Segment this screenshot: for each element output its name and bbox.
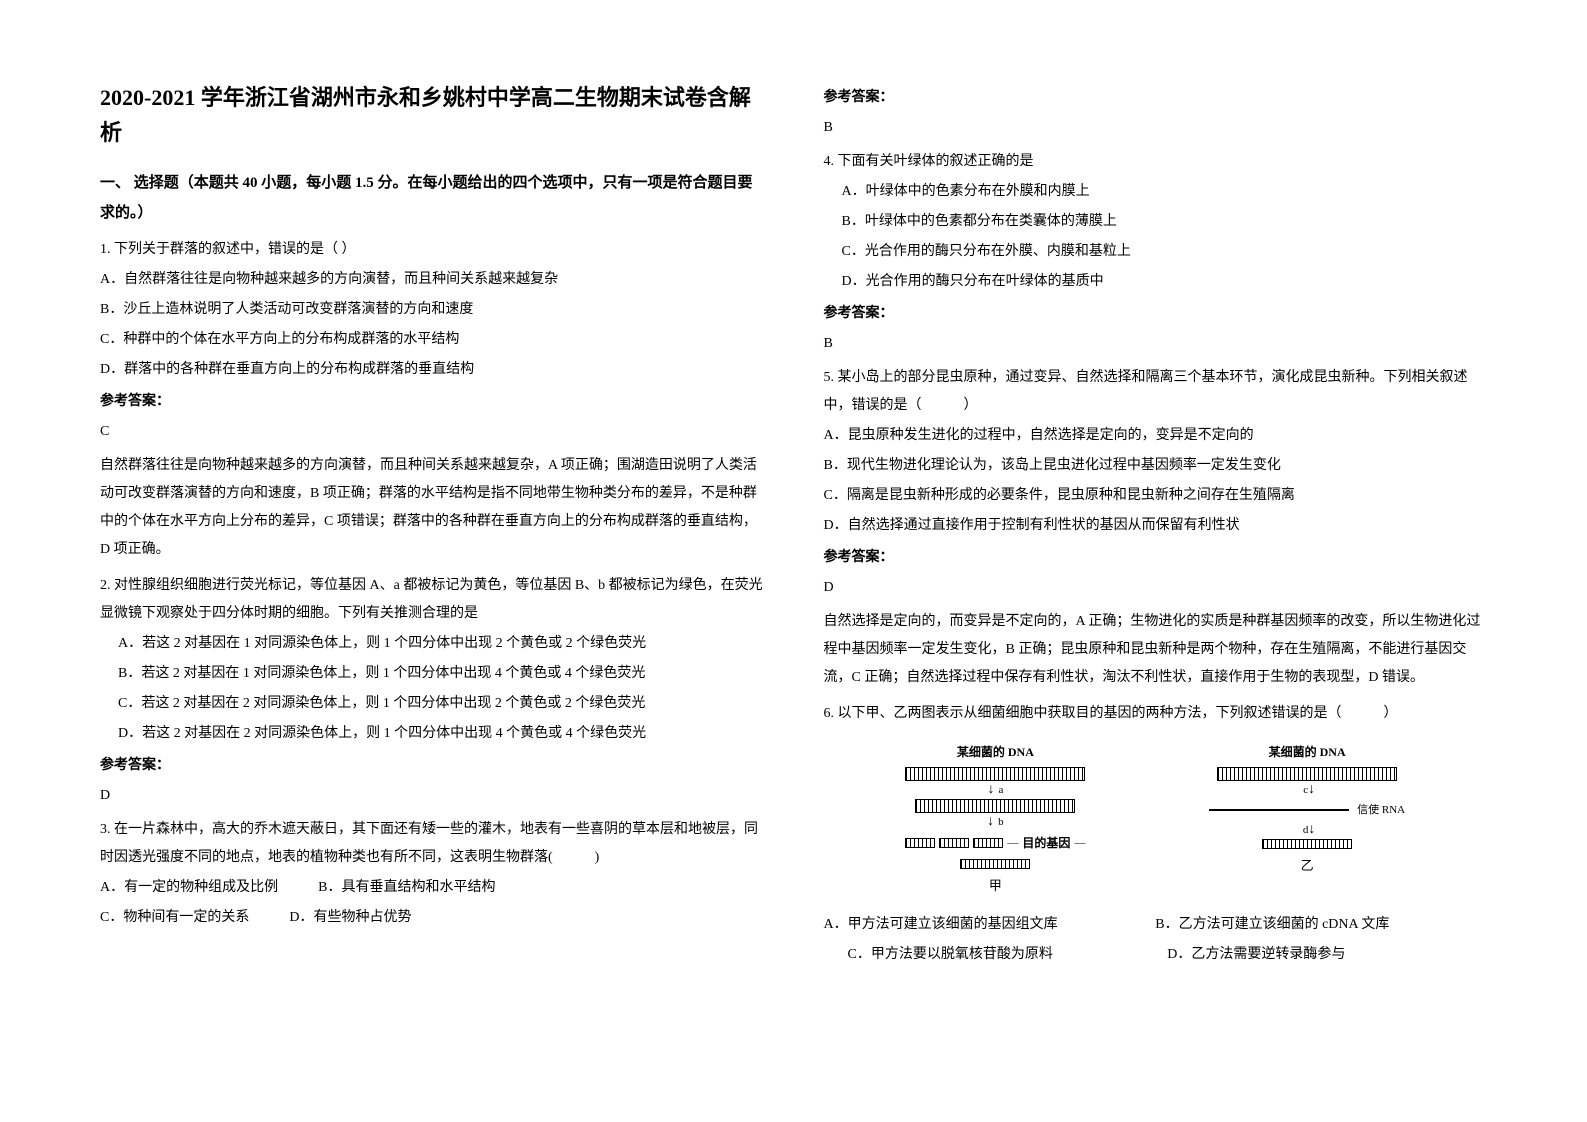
q5-option-b: B．现代生物进化理论认为，该岛上昆虫进化过程中基因频率一定发生变化 [824,452,1488,480]
q2-answer: D [100,782,764,810]
q6-option-c: C．甲方法要以脱氧核苷酸为原料 [824,941,1168,969]
q1-explanation: 自然群落往往是向物种越来越多的方向演替，而且种间关系越来越复杂，A 项正确；围湖… [100,452,764,564]
q4-option-b: B．叶绿体中的色素都分布在类囊体的薄膜上 [824,208,1488,236]
question-2: 2. 对性腺组织细胞进行荧光标记，等位基因 A、a 都被标记为黄色，等位基因 B… [100,572,764,810]
q3-option-a: A．有一定的物种组成及比例 [100,874,278,902]
q6-option-d: D．乙方法需要逆转录酶参与 [1167,941,1487,969]
arrow-down-icon: c↓ [1299,783,1315,797]
q1-answer: C [100,418,764,446]
q4-answer-label: 参考答案： [824,300,1488,328]
q1-option-c: C．种群中的个体在水平方向上的分布构成群落的水平结构 [100,326,764,354]
q2-answer-label: 参考答案： [100,752,764,780]
step-b-label: b [998,816,1004,828]
q4-option-a: A．叶绿体中的色素分布在外膜和内膜上 [824,178,1488,206]
diagram-right: 某细菌的 DNA c↓ 信使 RNA d↓ 乙 [1209,740,1405,879]
q5-answer-label: 参考答案： [824,544,1488,572]
fragment-icon [973,838,1003,848]
q5-option-c: C．隔离是昆虫新种形成的必要条件，昆虫原种和昆虫新种之间存在生殖隔离 [824,482,1488,510]
q2-option-a: A．若这 2 对基因在 1 对同源染色体上，则 1 个四分体中出现 2 个黄色或… [100,630,764,658]
q6-option-a: A．甲方法可建立该细菌的基因组文库 [824,911,1156,939]
q2-option-b: B．若这 2 对基因在 1 对同源染色体上，则 1 个四分体中出现 4 个黄色或… [100,660,764,688]
target-gene-label: 目的基因 [1022,831,1070,855]
q4-option-d: D．光合作用的酶只分布在叶绿体的基质中 [824,268,1488,296]
diagram-right-title: 某细菌的 DNA [1269,740,1346,764]
question-1: 1. 下列关于群落的叙述中，错误的是（ ） A．自然群落往往是向物种越来越多的方… [100,236,764,564]
q3-answer-label: 参考答案： [824,84,1488,112]
fragment-icon [939,838,969,848]
dna-strip-icon [1217,767,1397,781]
question-3: 3. 在一片森林中，高大的乔木遮天蔽日，其下面还有矮一些的灌木，地表有一些喜阴的… [100,816,764,932]
diagram-left: 某细菌的 DNA ↓a ↓b — 目的基因 — 甲 [905,740,1085,899]
q2-option-d: D．若这 2 对基因在 2 对同源染色体上，则 1 个四分体中出现 4 个黄色或… [100,720,764,748]
q6-option-b: B．乙方法可建立该细菌的 cDNA 文库 [1155,911,1487,939]
step-c-label: c [1303,784,1308,796]
caption-right: 乙 [1301,853,1314,879]
q1-answer-label: 参考答案： [100,388,764,416]
question-4: 4. 下面有关叶绿体的叙述正确的是 A．叶绿体中的色素分布在外膜和内膜上 B．叶… [824,148,1488,358]
arrow-down-icon: ↓b [987,815,1004,829]
question-6: 6. 以下甲、乙两图表示从细菌细胞中获取目的基因的两种方法，下列叙述错误的是（ … [824,700,1488,969]
left-column: 2020-2021 学年浙江省湖州市永和乡姚村中学高二生物期末试卷含解析 一、 … [100,80,764,1042]
q5-text: 5. 某小岛上的部分昆虫原种，通过变异、自然选择和隔离三个基本环节，演化成昆虫新… [824,364,1488,420]
dna-medium-icon [915,799,1075,813]
q4-answer: B [824,330,1488,358]
arrow-down-icon: d↓ [1299,823,1316,837]
fragment-icon [905,838,935,848]
q4-option-c: C．光合作用的酶只分布在外膜、内膜和基粒上 [824,238,1488,266]
q3-option-c: C．物种间有一定的关系 [100,904,249,932]
q3-option-d: D．有些物种占优势 [289,904,411,932]
q3-text: 3. 在一片森林中，高大的乔木遮天蔽日，其下面还有矮一些的灌木，地表有一些喜阴的… [100,816,764,872]
q6-diagram: 某细菌的 DNA ↓a ↓b — 目的基因 — 甲 某细菌的 DNA [824,740,1488,899]
fragment-icon [960,859,1030,869]
q2-text: 2. 对性腺组织细胞进行荧光标记，等位基因 A、a 都被标记为黄色，等位基因 B… [100,572,764,628]
q4-text: 4. 下面有关叶绿体的叙述正确的是 [824,148,1488,176]
q1-option-d: D．群落中的各种群在垂直方向上的分布构成群落的垂直结构 [100,356,764,384]
q3-option-b: B．具有垂直结构和水平结构 [318,874,495,902]
step-d-label: d [1303,824,1309,836]
section-header: 一、 选择题（本题共 40 小题，每小题 1.5 分。在每小题给出的四个选项中，… [100,168,764,228]
q1-option-a: A．自然群落往往是向物种越来越多的方向演替，而且种间关系越来越复杂 [100,266,764,294]
diagram-left-title: 某细菌的 DNA [957,740,1034,764]
step-a-label: a [998,784,1003,796]
dna-strip-icon [905,767,1085,781]
right-column: 参考答案： B 4. 下面有关叶绿体的叙述正确的是 A．叶绿体中的色素分布在外膜… [824,80,1488,1042]
fragment-icon [1262,839,1352,849]
q3-answer: B [824,114,1488,142]
fragments-row: — 目的基因 — [905,831,1085,855]
exam-title: 2020-2021 学年浙江省湖州市永和乡姚村中学高二生物期末试卷含解析 [100,80,764,150]
q5-option-a: A．昆虫原种发生进化的过程中，自然选择是定向的，变异是不定向的 [824,422,1488,450]
caption-left: 甲 [989,873,1002,899]
question-5: 5. 某小岛上的部分昆虫原种，通过变异、自然选择和隔离三个基本环节，演化成昆虫新… [824,364,1488,692]
mrna-line-icon [1209,809,1349,811]
q6-text: 6. 以下甲、乙两图表示从细菌细胞中获取目的基因的两种方法，下列叙述错误的是（ … [824,700,1488,728]
q1-text: 1. 下列关于群落的叙述中，错误的是（ ） [100,236,764,264]
q5-option-d: D．自然选择通过直接作用于控制有利性状的基因从而保留有利性状 [824,512,1488,540]
q1-option-b: B．沙丘上造林说明了人类活动可改变群落演替的方向和速度 [100,296,764,324]
q5-explanation: 自然选择是定向的，而变异是不定向的，A 正确；生物进化的实质是种群基因频率的改变… [824,608,1488,692]
q2-option-c: C．若这 2 对基因在 2 对同源染色体上，则 1 个四分体中出现 2 个黄色或… [100,690,764,718]
arrow-down-icon: ↓a [987,783,1003,797]
q5-answer: D [824,574,1488,602]
mrna-label: 信使 RNA [1357,799,1405,821]
